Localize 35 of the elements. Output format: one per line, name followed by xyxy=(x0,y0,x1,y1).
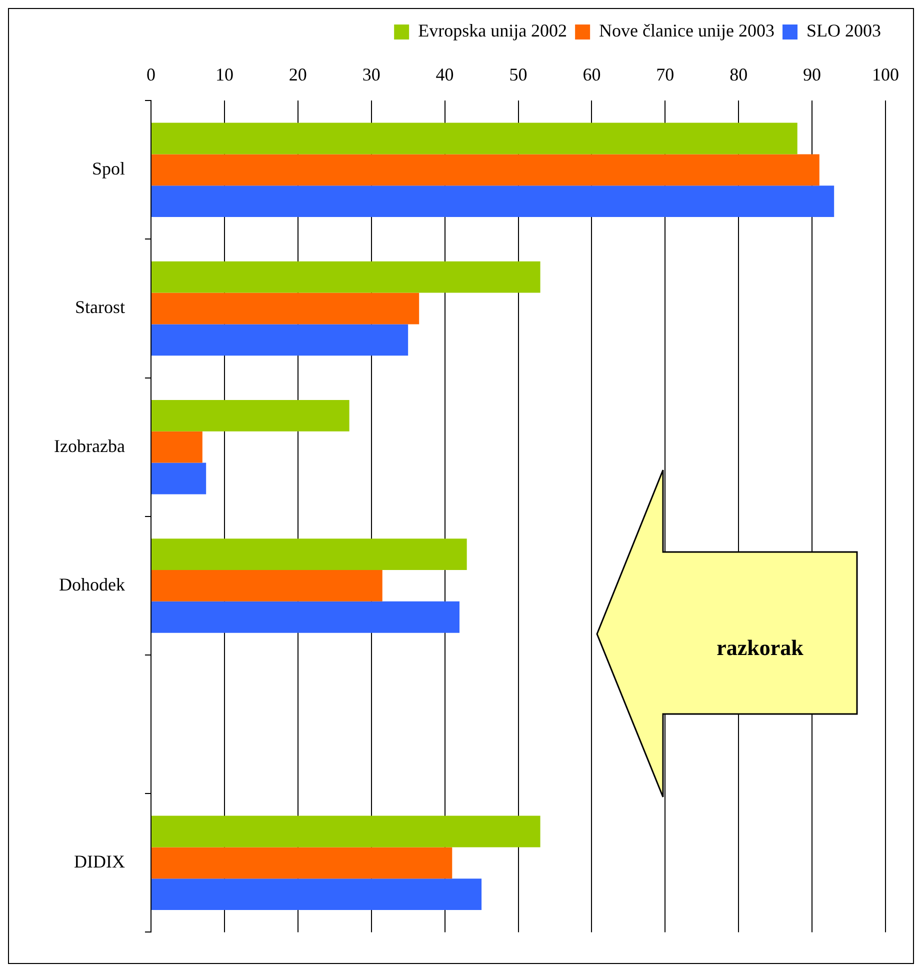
x-tick-label: 40 xyxy=(436,64,454,85)
legend-label: SLO 2003 xyxy=(806,20,882,41)
bar xyxy=(152,154,820,186)
x-tick-label: 100 xyxy=(872,64,899,85)
bar xyxy=(152,601,460,633)
y-tick-label: Izobrazba xyxy=(54,436,126,456)
bar xyxy=(152,538,467,570)
x-tick-label: 60 xyxy=(582,64,601,85)
y-tick-label: Spol xyxy=(92,158,125,179)
bar xyxy=(152,816,540,848)
legend-label: Evropska unija 2002 xyxy=(418,20,568,41)
legend-label: Nove članice unije 2003 xyxy=(599,20,775,41)
bar xyxy=(152,292,420,324)
x-tick-label: 70 xyxy=(656,64,674,85)
y-tick-label: DIDIX xyxy=(74,852,125,872)
bar xyxy=(152,324,408,356)
x-tick-label: 90 xyxy=(803,64,822,85)
bar xyxy=(152,261,540,293)
bar xyxy=(152,570,382,602)
bar xyxy=(152,186,834,218)
x-tick-label: 50 xyxy=(509,64,528,85)
bar xyxy=(152,431,202,463)
x-tick-label: 0 xyxy=(146,64,156,85)
bar xyxy=(152,878,482,910)
annotation: razkorak xyxy=(716,635,804,661)
bar xyxy=(152,462,206,494)
x-tick-label: 80 xyxy=(730,64,748,85)
y-tick-label: Starost xyxy=(74,297,125,318)
bar xyxy=(152,847,452,879)
x-tick-label: 20 xyxy=(288,64,307,85)
x-tick-label: 10 xyxy=(215,64,234,85)
bar xyxy=(152,400,350,432)
bar xyxy=(152,122,798,154)
x-tick-label: 30 xyxy=(362,64,380,85)
y-tick-label: Dohodek xyxy=(59,574,125,594)
